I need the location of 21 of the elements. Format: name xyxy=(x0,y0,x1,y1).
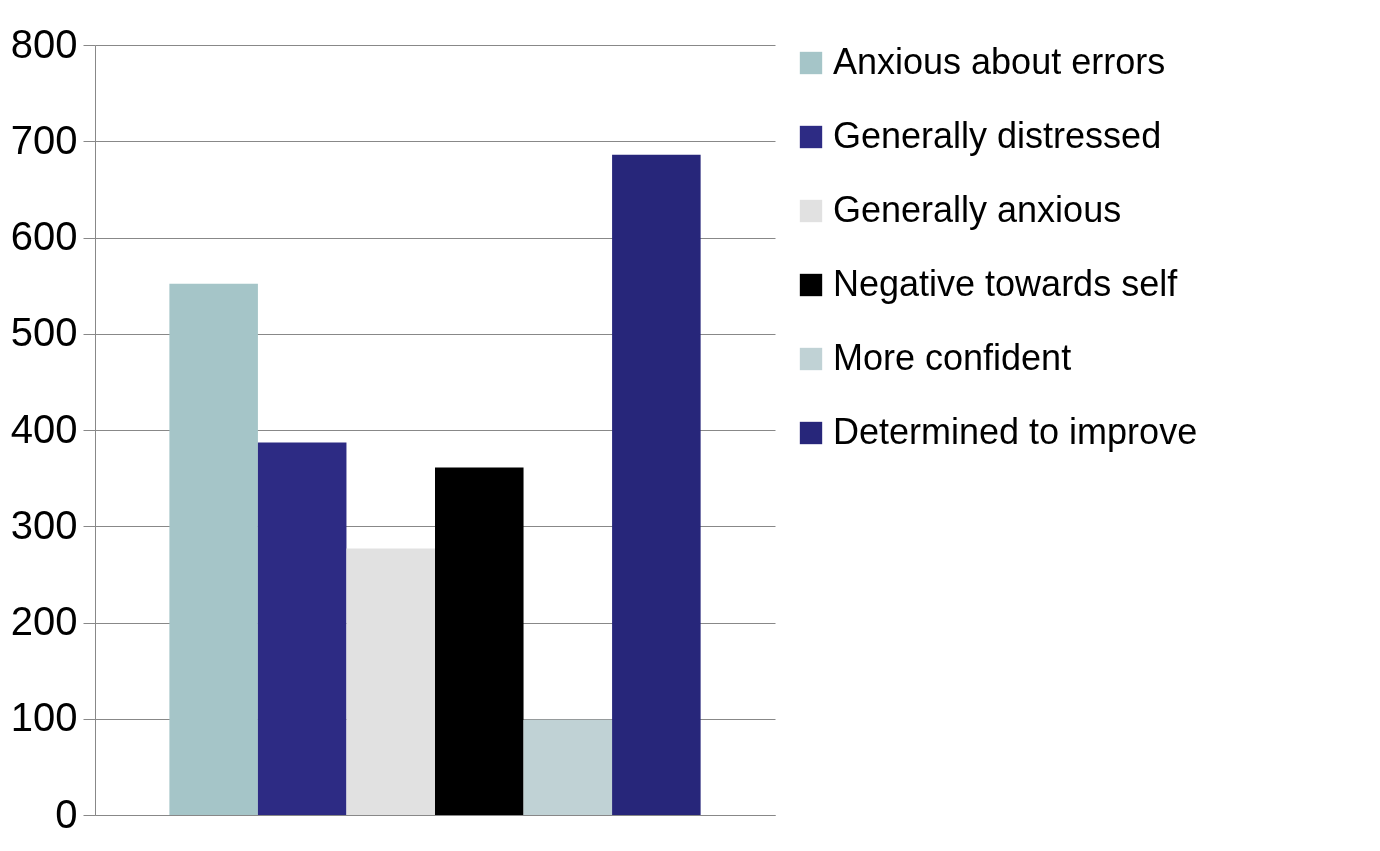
y-tick-label: 400 xyxy=(10,406,78,451)
y-tick-label: 200 xyxy=(10,599,78,643)
legend-label: Negative towards self xyxy=(833,263,1179,304)
bar xyxy=(435,467,524,815)
legend-label: Generally anxious xyxy=(833,189,1122,230)
y-tick-label: 0 xyxy=(55,791,78,836)
legend-label: Anxious about errors xyxy=(833,41,1166,82)
y-tick-label: 500 xyxy=(10,310,78,355)
bar xyxy=(612,154,701,815)
legend-label: More confident xyxy=(833,337,1072,378)
y-tick-label: 100 xyxy=(10,695,78,740)
bar xyxy=(523,719,613,815)
bar xyxy=(169,283,258,815)
y-tick-label: 600 xyxy=(10,214,78,258)
bar xyxy=(346,548,435,815)
legend-label: Determined to improve xyxy=(833,411,1198,452)
bar xyxy=(257,442,347,815)
y-tick-label: 700 xyxy=(10,117,78,162)
y-tick-label: 800 xyxy=(10,21,78,66)
legend-label: Generally distressed xyxy=(833,115,1162,156)
y-tick-label: 300 xyxy=(10,502,78,547)
